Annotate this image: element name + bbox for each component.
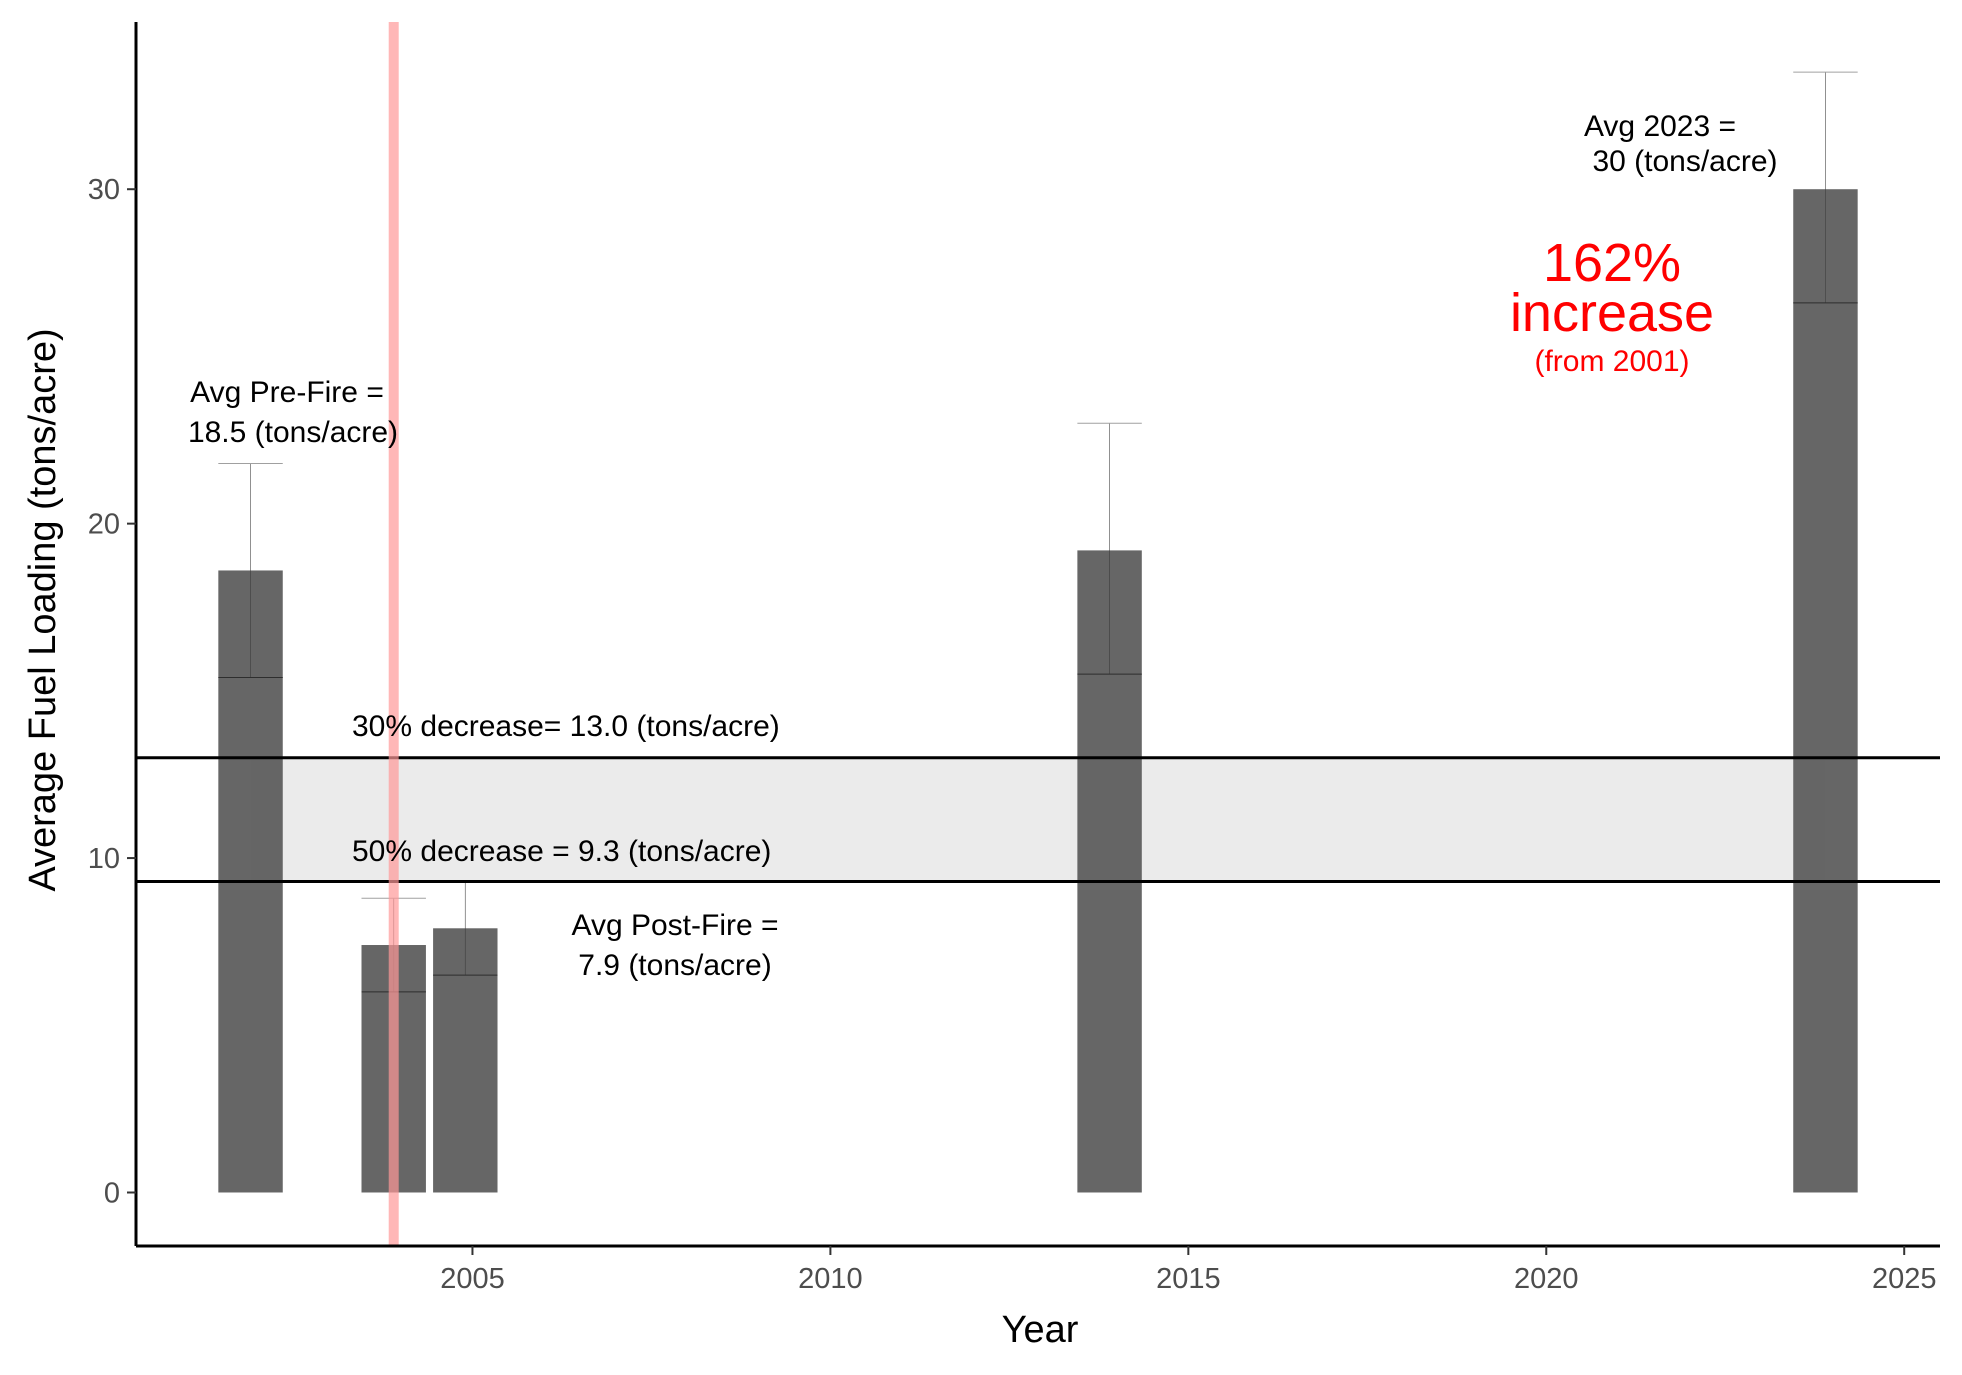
ref-line-label-50pct: 50% decrease = 9.3 (tons/acre) xyxy=(352,835,771,868)
pre-fire-annotation-line2: 18.5 (tons/acre) xyxy=(188,416,398,449)
ref-line-label-30pct: 30% decrease= 13.0 (tons/acre) xyxy=(352,710,780,743)
axes-layer xyxy=(134,22,1940,1248)
x-tick-label-1: 2010 xyxy=(798,1263,863,1295)
x-tick-label-0: 2005 xyxy=(440,1263,505,1295)
decrease-band-layer xyxy=(250,757,1826,882)
y-tick-label-1: 10 xyxy=(88,843,120,875)
ticks-layer: 2005 2010 2015 2020 2025 0 10 20 30 xyxy=(88,174,1937,1295)
bar-4 xyxy=(1793,189,1858,1193)
y-axis-title: Average Fuel Loading (tons/acre) xyxy=(22,328,64,891)
increase-annotation-from: (from 2001) xyxy=(1534,345,1689,378)
decrease-band xyxy=(250,757,1826,882)
pre-fire-annotation-line1: Avg Pre-Fire = xyxy=(190,376,384,409)
y-tick-label-3: 30 xyxy=(88,174,120,206)
x-tick-label-3: 2020 xyxy=(1514,1263,1579,1295)
increase-annotation-percent: 162% xyxy=(1543,233,1681,293)
post-fire-annotation-line1: Avg Post-Fire = xyxy=(571,909,778,942)
y-tick-label-2: 20 xyxy=(88,509,120,541)
avg-2023-annotation-line1: Avg 2023 = xyxy=(1584,110,1736,143)
increase-annotation-word: increase xyxy=(1510,283,1714,343)
reference-lines-layer xyxy=(136,756,1940,883)
x-tick-label-2: 2015 xyxy=(1156,1263,1221,1295)
avg-2023-annotation-line2: 30 (tons/acre) xyxy=(1592,145,1777,178)
post-fire-annotation-line2: 7.9 (tons/acre) xyxy=(578,949,771,982)
y-tick-label-0: 0 xyxy=(104,1177,120,1209)
x-tick-label-4: 2025 xyxy=(1872,1263,1937,1295)
x-axis-title: Year xyxy=(1002,1309,1079,1351)
